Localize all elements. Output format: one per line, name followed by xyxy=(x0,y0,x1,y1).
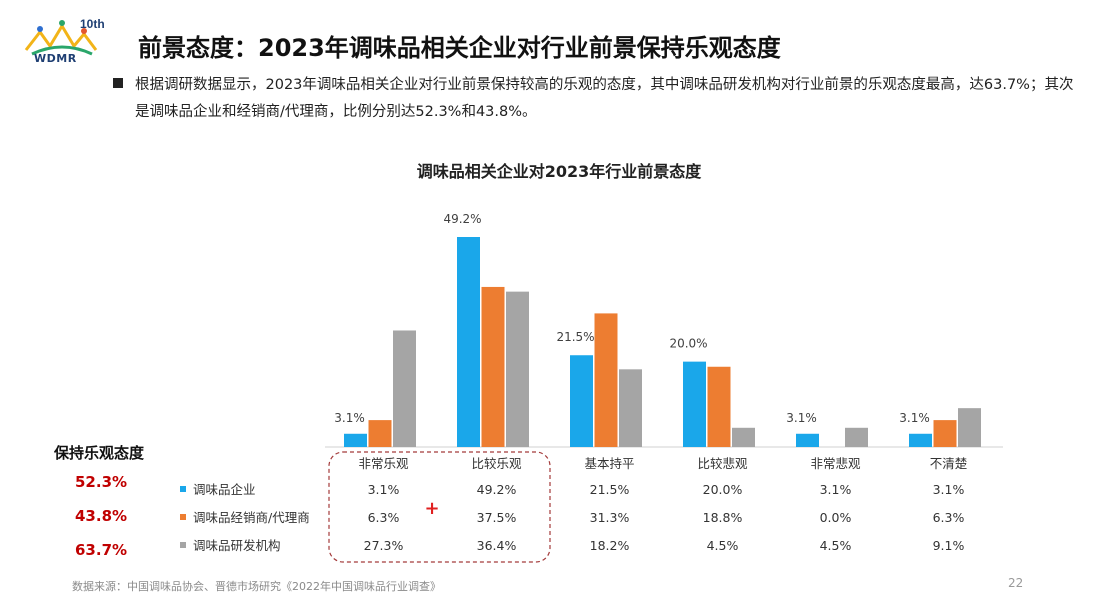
legend-label-3: 调味品研发机构 xyxy=(193,538,281,553)
source-note: 数据来源：中国调味品协会、晋德市场研究《2022年中国调味品行业调查》 xyxy=(72,580,441,593)
bar-3-3 xyxy=(619,369,642,447)
legend-label-1: 调味品企业 xyxy=(193,482,256,497)
table-cell-3-6: 9.1% xyxy=(933,538,965,553)
table-cell-2-3: 31.3% xyxy=(590,510,630,525)
data-label-2: 49.2% xyxy=(443,212,481,226)
bar-2-2 xyxy=(481,286,505,447)
bar-2-3 xyxy=(594,313,618,447)
bar-2-1 xyxy=(368,420,392,447)
category-label-5: 非常悲观 xyxy=(810,456,861,471)
table-cell-2-5: 0.0% xyxy=(820,510,852,525)
side-summary-heading: 保持乐观态度 xyxy=(54,444,145,462)
legend-swatch-3 xyxy=(180,542,186,548)
legend-swatch-1 xyxy=(180,486,186,492)
bar-1-6 xyxy=(909,433,932,447)
table-cell-1-5: 3.1% xyxy=(820,482,852,497)
table-cell-2-4: 18.8% xyxy=(703,510,743,525)
description-text: 根据调研数据显示，2023年调味品相关企业对行业前景保持较高的乐观的态度，其中调… xyxy=(135,77,1074,120)
data-label-3: 21.5% xyxy=(556,330,594,344)
bar-3-4 xyxy=(732,427,755,447)
table-cell-1-3: 21.5% xyxy=(590,482,630,497)
table-cell-3-4: 4.5% xyxy=(707,538,739,553)
data-label-6: 3.1% xyxy=(899,411,930,425)
data-label-5: 3.1% xyxy=(786,411,817,425)
category-label-1: 非常乐观 xyxy=(358,456,409,471)
table-cell-1-4: 20.0% xyxy=(703,482,743,497)
bar-3-5 xyxy=(845,427,868,447)
bar-1-3 xyxy=(570,355,593,447)
legend-label-2: 调味品经销商/代理商 xyxy=(193,510,310,525)
bar-2-4 xyxy=(707,366,731,447)
table-cell-2-6: 6.3% xyxy=(933,510,965,525)
table-cell-3-1: 27.3% xyxy=(364,538,404,553)
table-cell-2-1: 6.3% xyxy=(368,510,400,525)
table-cell-1-6: 3.1% xyxy=(933,482,965,497)
highlight-box xyxy=(328,451,551,563)
bar-1-4 xyxy=(683,361,706,447)
table-cell-1-1: 3.1% xyxy=(368,482,400,497)
side-summary-value-3: 63.7% xyxy=(75,541,128,559)
category-label-6: 不清楚 xyxy=(930,456,968,471)
logo-text: WDMR xyxy=(34,52,77,65)
data-label-4: 20.0% xyxy=(669,337,707,351)
chart-title: 调味品相关企业对2023年行业前景态度 xyxy=(416,162,702,181)
table-cell-1-2: 49.2% xyxy=(477,482,517,497)
table-cell-2-2: 37.5% xyxy=(477,510,517,525)
bar-2-6 xyxy=(933,420,957,447)
table-cell-3-5: 4.5% xyxy=(820,538,852,553)
plus-icon: + xyxy=(424,498,439,519)
side-summary-value-1: 52.3% xyxy=(75,473,128,491)
page-number: 22 xyxy=(1008,576,1024,590)
logo-badge: 10th xyxy=(80,17,105,31)
category-label-2: 比较乐观 xyxy=(471,456,522,471)
legend-swatch-2 xyxy=(180,514,186,520)
bar-3-2 xyxy=(506,291,529,447)
wdmr-logo: 10th xyxy=(24,17,105,56)
page-title: 前景态度：2023年调味品相关企业对行业前景保持乐观态度 xyxy=(138,34,781,62)
category-label-3: 基本持平 xyxy=(584,456,634,471)
data-label-1: 3.1% xyxy=(334,411,365,425)
bar-3-1 xyxy=(393,330,416,447)
bar-1-5 xyxy=(796,433,819,447)
bar-1-2 xyxy=(457,237,480,447)
side-summary-value-2: 43.8% xyxy=(75,507,128,525)
table-cell-3-3: 18.2% xyxy=(590,538,630,553)
bar-3-6 xyxy=(958,408,981,447)
table-cell-3-2: 36.4% xyxy=(477,538,517,553)
bar-1-1 xyxy=(344,433,367,447)
bullet-square xyxy=(113,78,123,88)
category-label-4: 比较悲观 xyxy=(697,456,748,471)
